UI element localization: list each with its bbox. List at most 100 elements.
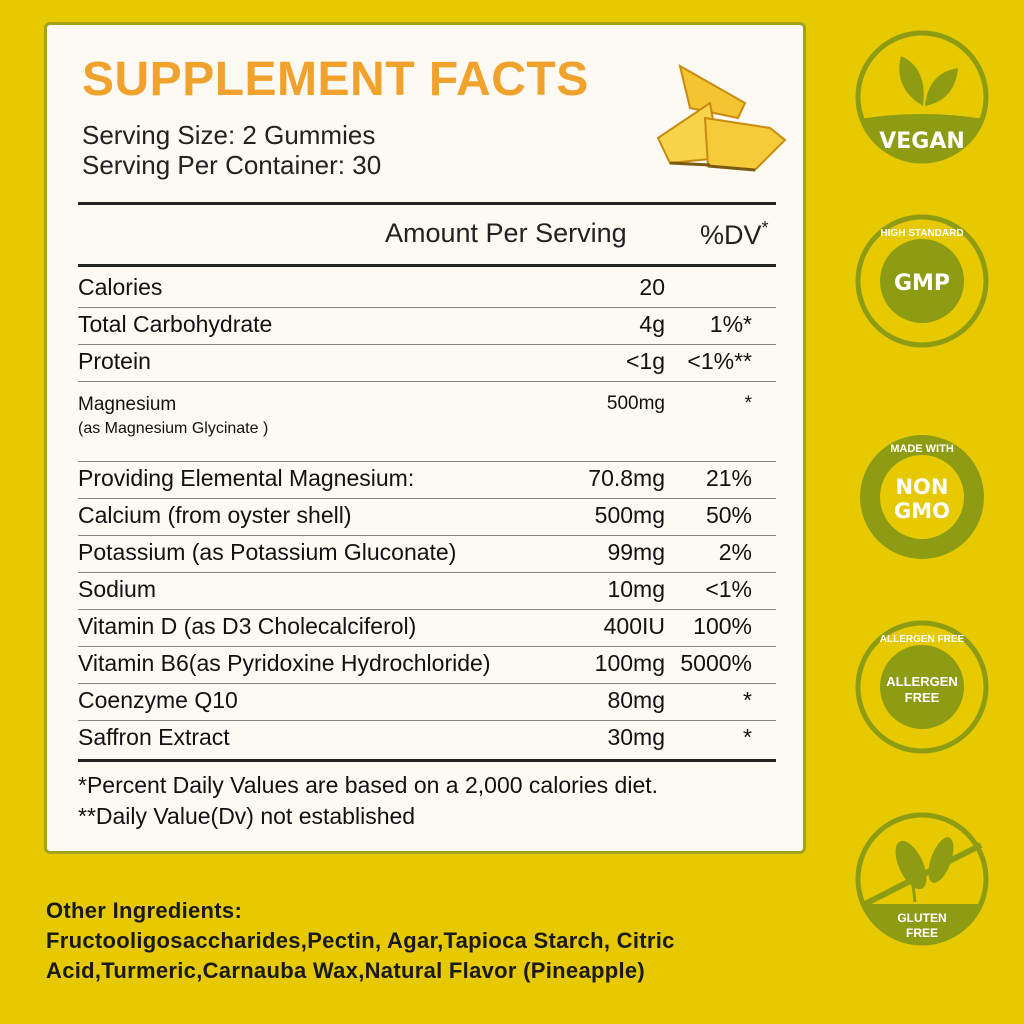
nutrient-label: Protein: [78, 348, 151, 374]
gmp-label: GMP: [894, 271, 950, 296]
gluten-free-badge-icon: GLUTEN FREE: [855, 812, 989, 946]
gmp-ring-text: HIGH STANDARD: [880, 228, 963, 239]
nutrient-label: Total Carbohydrate: [78, 311, 273, 337]
nutrient-label: Calcium (from oyster shell): [78, 502, 352, 528]
gmp-badge-icon: GMP HIGH STANDARD: [855, 214, 989, 348]
row-divider: [78, 344, 776, 345]
non-gmo-badge-icon: MADE WITH NON GMO: [860, 435, 984, 559]
amount-value: 4g: [639, 311, 665, 337]
row-divider: [78, 535, 776, 536]
pineapple-image: [656, 63, 787, 172]
table-row: Vitamin B6(as Pyridoxine Hydrochloride) 1…: [78, 650, 778, 687]
dv-value: 2%: [718, 539, 752, 565]
vegan-label: VEGAN: [879, 129, 965, 154]
allergen-free-badge-icon: ALLERGEN FREE ALLERGEN FREE: [855, 620, 989, 754]
nutrient-label: Magnesium: [78, 394, 177, 415]
row-divider: [78, 609, 776, 610]
amount-header: Amount Per Serving: [385, 218, 627, 248]
dv-value: <1%**: [687, 348, 752, 374]
nutrient-name: Magnesium (as Magnesium Glycinate ): [78, 389, 268, 438]
nutrient-name: Providing Elemental Magnesium:: [78, 465, 414, 492]
table-row: Potassium (as Potassium Gluconate) 99mg 2%: [78, 539, 778, 576]
amount-value: 100mg: [594, 650, 665, 676]
nutrient-name: Saffron Extract: [78, 724, 230, 751]
page-title: SUPPLEMENT FACTS: [82, 53, 589, 106]
table-row: Vitamin D (as D3 Cholecalciferol) 400IU 10…: [78, 613, 778, 650]
allergen-ring-text: ALLERGEN FREE: [880, 634, 965, 645]
divider: [78, 264, 776, 267]
servings-per-container: Serving Per Container: 30: [82, 150, 382, 180]
row-divider: [78, 381, 776, 382]
row-divider: [78, 683, 776, 684]
dv-header-label: %DV: [700, 220, 762, 250]
amount-value: 80mg: [607, 687, 665, 713]
row-divider: [78, 646, 776, 647]
dv-header: %DV*: [700, 218, 769, 251]
serving-size: Serving Size: 2 Gummies: [82, 120, 376, 150]
table-row: Sodium 10mg <1%: [78, 576, 778, 613]
table-row: Calcium (from oyster shell) 500mg 50%: [78, 502, 778, 539]
amount-value: 99mg: [607, 539, 665, 565]
table-row: Coenzyme Q10 80mg *: [78, 687, 778, 724]
row-divider: [78, 461, 776, 462]
nutrient-name: Vitamin D (as D3 Cholecalciferol): [78, 613, 416, 640]
dv-value: *: [743, 724, 752, 750]
divider: [78, 202, 776, 205]
amount-value: 20: [639, 274, 665, 300]
row-divider: [78, 498, 776, 499]
nutrient-name: Protein: [78, 348, 151, 375]
dv-value: 1%*: [709, 311, 752, 337]
other-ingredients-text: Acid,Turmeric,Carnauba Wax,Natural Flavo…: [46, 958, 646, 983]
gmo-label: GMO: [894, 499, 950, 523]
nutrient-label: Coenzyme Q10: [78, 687, 238, 713]
amount-value: 30mg: [607, 724, 665, 750]
non-label: NON: [895, 475, 948, 499]
amount-value: 10mg: [607, 576, 665, 602]
free-label: FREE: [906, 926, 938, 940]
allergen-label: ALLERGEN: [886, 674, 958, 689]
amount-value: 400IU: [603, 613, 665, 639]
amount-value: 500mg: [606, 393, 665, 414]
nutrient-label: Sodium: [78, 576, 156, 602]
table-row: Magnesium (as Magnesium Glycinate ) 500mg *: [78, 385, 778, 465]
dv-value: <1%: [705, 576, 752, 602]
dv-value: 5000%: [680, 650, 752, 676]
amount-value: 70.8mg: [588, 465, 665, 491]
dv-value: 50%: [705, 502, 752, 528]
nutrient-name: Vitamin B6(as Pyridoxine Hydrochloride): [78, 650, 490, 677]
dv-value: 21%: [705, 465, 752, 491]
nutrient-source: (as Magnesium Glycinate ): [78, 420, 269, 437]
amount-value: <1g: [625, 348, 665, 374]
table-row: Providing Elemental Magnesium: 70.8mg 21%: [78, 465, 778, 502]
dv-value: 100%: [693, 613, 752, 639]
nutrient-label: Calories: [78, 274, 163, 300]
row-divider: [78, 307, 776, 308]
nutrient-label: Saffron Extract: [78, 724, 230, 750]
nutrient-label: Potassium (as Potassium Gluconate): [78, 539, 457, 565]
row-divider: [78, 572, 776, 573]
table-row: Calories 20: [78, 274, 778, 311]
dv-value: *: [743, 687, 752, 713]
nutrient-name: Sodium: [78, 576, 156, 603]
table-row: Saffron Extract 30mg *: [78, 724, 778, 761]
vegan-badge-icon: VEGAN: [855, 30, 989, 164]
dv-header-mark: *: [761, 218, 769, 238]
table-row: Protein <1g <1%**: [78, 348, 778, 385]
other-ingredients-text: Fructooligosaccharides,Pectin, Agar,Tapi…: [46, 928, 675, 953]
dv-value: *: [744, 393, 752, 414]
row-divider: [78, 720, 776, 721]
nutrient-label: Vitamin B6(as Pyridoxine Hydrochloride): [78, 650, 491, 676]
free-label: FREE: [905, 690, 940, 705]
nutrient-name: Calcium (from oyster shell): [78, 502, 352, 529]
nutrient-label: Vitamin D (as D3 Cholecalciferol): [78, 613, 417, 639]
nutrient-name: Calories: [78, 274, 162, 301]
nutrient-label: Providing Elemental Magnesium:: [78, 465, 415, 491]
other-ingredients-label: Other Ingredients:: [46, 898, 243, 923]
nongmo-ring-text: MADE WITH: [890, 443, 954, 455]
nutrient-name: Coenzyme Q10: [78, 687, 238, 714]
divider: [78, 759, 776, 762]
footnote: *Percent Daily Values are based on a 2,0…: [78, 772, 659, 798]
nutrient-name: Total Carbohydrate: [78, 311, 272, 338]
gluten-label: GLUTEN: [897, 911, 946, 925]
table-row: Total Carbohydrate 4g 1%*: [78, 311, 778, 348]
